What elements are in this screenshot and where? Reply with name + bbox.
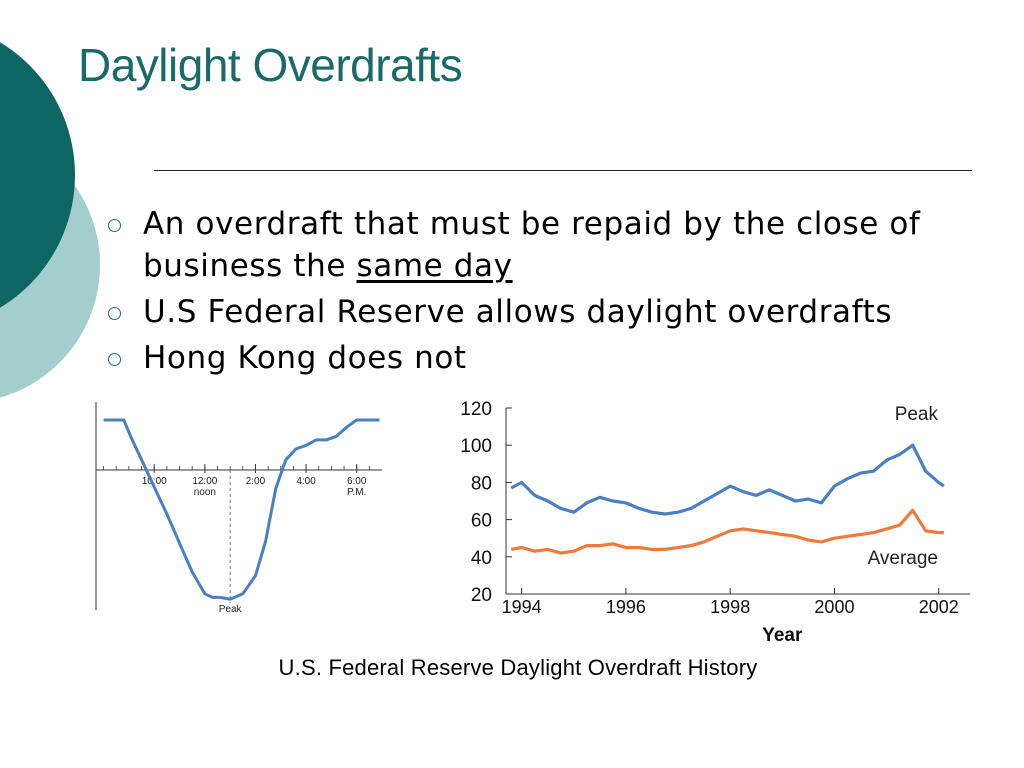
average-annotation: Average [868,548,938,569]
average-series-line [510,508,944,555]
chart-caption: U.S. Federal Reserve Daylight Overdraft … [278,655,758,680]
x-tick-label: 12:00 [192,476,217,487]
slide-title: Daylight Overdrafts [78,39,463,91]
peak-series-line [510,443,945,516]
bullet-text: An overdraft that must be repaid by the … [143,206,921,284]
x-tick-label: 4:00 [296,476,316,487]
x-tick-sublabel: P.M. [347,487,366,498]
y-tick-label: 20 [471,585,492,606]
y-tick-label: 60 [471,511,492,532]
x-tick-label: 6:00 [347,476,367,487]
overdraft-history-chart: 20 40 60 80 100 120 1994 1996 1998 2000 2002 Year Pe… [460,399,970,646]
x-tick-label: 2:00 [246,476,266,487]
decorative-circles [0,42,100,398]
bullet-item: Hong Kong does not [105,337,985,379]
y-tick-label: 80 [471,473,492,494]
title-divider [154,170,972,171]
x-tick-label: 2000 [814,597,854,617]
bullet-text: U.S Federal Reserve allows daylight over… [143,294,893,330]
dark-teal-circle [0,42,75,308]
overdraft-line [103,418,380,601]
x-tick-label: 2002 [919,597,959,617]
bullet-item: U.S Federal Reserve allows daylight over… [105,291,985,333]
x-axis-title: Year [762,625,803,646]
x-tick-sublabel: noon [194,487,216,498]
bullet-marker-icon [108,353,121,366]
x-tick-label: 1996 [606,597,646,617]
peak-annotation: Peak [895,404,939,425]
y-tick-label: 100 [460,436,492,457]
bullet-marker-icon [108,307,121,320]
bullet-marker-icon [108,219,121,232]
y-tick-label: 40 [471,548,492,569]
y-tick-label: 120 [460,399,492,420]
peak-label: Peak [219,604,243,615]
bullet-text: Hong Kong does not [143,340,467,376]
bullet-underlined-text: same day [356,248,513,284]
bullet-item: An overdraft that must be repaid by the … [105,203,985,287]
x-tick-label: 10:00 [142,476,167,487]
x-tick-label: 1994 [502,597,542,617]
x-tick-label: 1998 [710,597,750,617]
bullet-list: An overdraft that must be repaid by the … [105,203,985,383]
